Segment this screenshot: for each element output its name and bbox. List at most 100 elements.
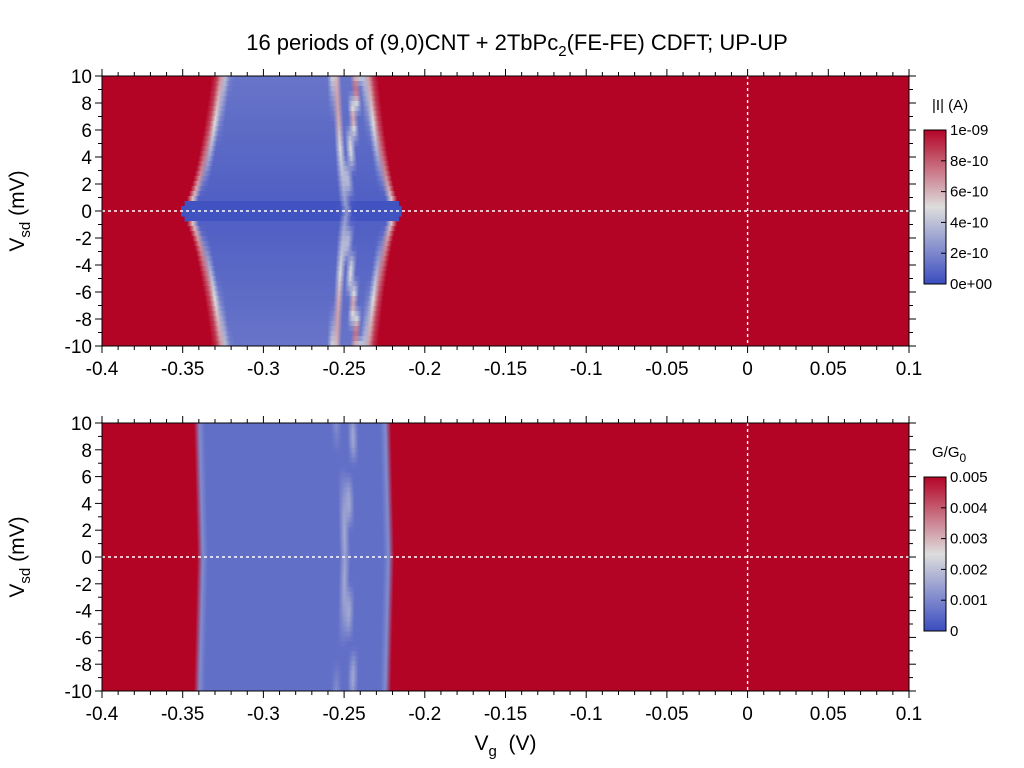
heatmap-band (196, 576, 394, 583)
heatmap-band (195, 626, 393, 633)
heatmap-band (197, 256, 390, 262)
colorbar-tick-label: 1e-09 (950, 122, 988, 139)
heatmap-band (195, 472, 393, 479)
x-tick-label: 0.1 (896, 704, 922, 725)
x-tick-label: -0.35 (161, 704, 204, 725)
heatmap-band (194, 447, 392, 454)
y-tick-label: -10 (65, 682, 92, 703)
heatmap-band (194, 671, 392, 677)
y-tick-label: -6 (75, 283, 92, 304)
y-tick-label: 4 (81, 494, 92, 515)
heatmap-band (181, 206, 402, 212)
heatmap-band (197, 561, 394, 568)
heatmap-band (195, 502, 393, 508)
colorbar-label: |I| (A) (932, 97, 968, 114)
x-tick-label: 0.05 (810, 704, 847, 725)
heatmap-band (202, 136, 386, 142)
heatmap-band (196, 532, 394, 538)
heatmap-band (193, 176, 392, 182)
heatmap-band (195, 616, 393, 623)
heatmap-band (194, 437, 392, 444)
heatmap-band (197, 161, 390, 167)
x-tick-label: -0.15 (484, 359, 527, 380)
colorbar-tick-label: 8e-10 (950, 153, 988, 170)
x-tick-label: -0.15 (484, 704, 527, 725)
heatmap-band (195, 631, 393, 638)
x-tick-label: -0.35 (161, 359, 204, 380)
x-tick-label: -0.05 (645, 704, 688, 725)
heatmap-band (205, 116, 383, 122)
y-tick-label: -2 (75, 575, 92, 596)
heatmap-band (195, 467, 393, 474)
x-tick-label: -0.4 (86, 704, 119, 725)
heatmap-band (196, 537, 394, 543)
colorbar-tick-label: 0.005 (950, 469, 988, 486)
heatmap-band (196, 586, 394, 593)
x-tick-label: -0.25 (322, 359, 365, 380)
heatmap-band (206, 111, 383, 117)
heatmap-band (206, 306, 383, 312)
y-tick-label: -8 (75, 655, 92, 676)
heatmap-band (204, 121, 384, 127)
colorbar: |I| (A) 0e+00 2e-10 4e-10 6e-10 8e-10 1e-09 (923, 97, 992, 293)
heatmap-band (201, 141, 387, 147)
colorbar-tick-label: 0.001 (950, 592, 988, 609)
x-axis-label: Vg (V) (474, 732, 536, 760)
colorbar: G/G0 0 0.001 0.002 0.003 0.004 0.005 (923, 444, 988, 640)
y-tick-label: 10 (71, 67, 92, 88)
heatmap-band (210, 331, 380, 337)
heatmap-band (195, 462, 392, 469)
x-tick-label: -0.2 (408, 704, 441, 725)
x-tick-label: -0.05 (645, 359, 688, 380)
x-tick-label: 0.1 (896, 359, 922, 380)
x-tick-label: -0.1 (570, 704, 603, 725)
colorbar-tick-label: 0.004 (950, 500, 988, 517)
heatmap-band (204, 126, 384, 132)
heatmap-band (196, 571, 394, 578)
heatmap-band (204, 291, 384, 297)
heatmap-band (196, 596, 394, 603)
heatmap-band (194, 171, 391, 177)
y-tick-label: -4 (75, 602, 92, 623)
heatmap-band (194, 457, 392, 464)
heatmap-band (196, 542, 394, 548)
y-tick-label: 0 (81, 548, 92, 569)
heatmap-band (184, 201, 399, 207)
heatmap-band (205, 301, 383, 307)
heatmap-band (195, 497, 393, 504)
heatmap-band (210, 86, 380, 92)
x-tick-label: -0.2 (408, 359, 441, 380)
heatmap-band (200, 271, 387, 277)
x-tick-label: -0.3 (247, 704, 280, 725)
heatmap-band (200, 146, 387, 152)
heatmap-band (189, 226, 396, 232)
y-tick-label: 2 (81, 175, 92, 196)
y-tick-label: 4 (81, 148, 92, 169)
heatmap-band (196, 522, 394, 528)
heatmap-band (211, 76, 379, 82)
heatmap-band (195, 611, 393, 618)
y-tick-label: 10 (71, 414, 92, 435)
heatmap-band (209, 91, 380, 97)
heatmap-band (194, 427, 392, 434)
colorbar-scale (923, 476, 947, 632)
heatmap-band (195, 487, 393, 494)
heatmap-band (194, 686, 391, 691)
heatmap-band (196, 527, 394, 533)
colorbar-scale (923, 129, 947, 285)
heatmap-band (195, 641, 393, 647)
x-tick-label: -0.1 (570, 359, 603, 380)
y-tick-label: 6 (81, 121, 92, 142)
heatmap-band (194, 442, 392, 449)
heatmap-band (189, 191, 396, 197)
heatmap-band (196, 251, 391, 257)
chart-title: 16 periods of (9,0)CNT + 2TbPc2(FE-FE) C… (246, 30, 788, 60)
heatmap-band (196, 566, 394, 573)
heatmap-band (195, 646, 392, 652)
heatmap-band (197, 552, 395, 558)
heatmap-band (208, 96, 381, 102)
heatmap-band (195, 606, 393, 613)
heatmap-band (195, 636, 393, 642)
heatmap-band (187, 221, 398, 227)
